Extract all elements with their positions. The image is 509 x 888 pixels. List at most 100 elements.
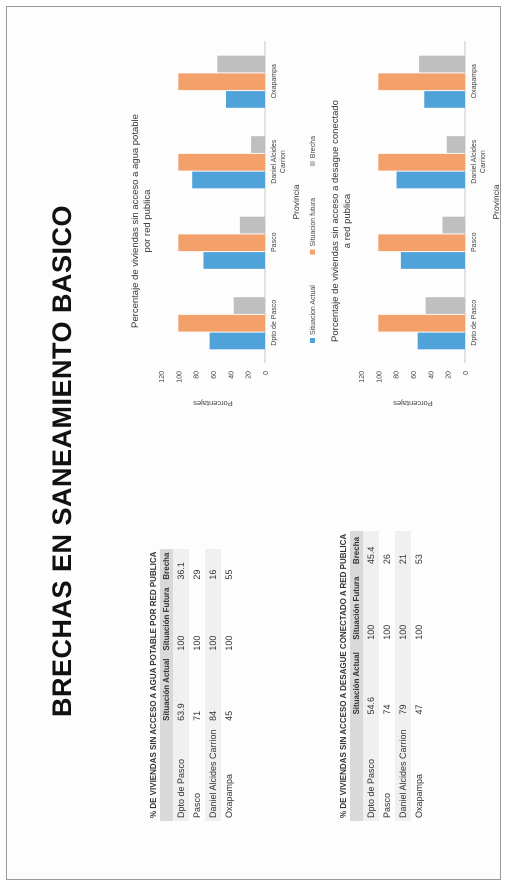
bar-brecha xyxy=(233,297,265,314)
y-tick-label: 0 xyxy=(263,371,270,375)
y-tick-label: 80 xyxy=(394,371,401,379)
bar-situacion-futura xyxy=(378,234,465,252)
bar-situacion-futura xyxy=(178,153,265,171)
table-cell: Daniel Alcides Carrion xyxy=(395,717,411,821)
table-cell: 100 xyxy=(414,624,424,640)
bar-situacion-actual xyxy=(203,252,265,269)
table-header: Situación Actual xyxy=(350,642,363,718)
sewer-access-chart: Porcentaje de viviendas sin acceso a des… xyxy=(327,31,509,411)
table-cell: 36.1 xyxy=(173,548,189,583)
category-label: Dpto de Pasco xyxy=(471,300,478,346)
y-tick-label: 100 xyxy=(176,371,183,383)
bar-situacion-futura xyxy=(378,314,465,332)
y-tick-label: 20 xyxy=(446,371,453,379)
category-label: Pasco xyxy=(271,232,278,252)
table-cell: 26 xyxy=(382,554,392,565)
table-cell: Dpto de Pasco xyxy=(173,723,189,821)
y-tick-label: 0 xyxy=(463,371,470,375)
table-cell: Oxapampa xyxy=(414,773,424,818)
table-cell: 63.9 xyxy=(173,653,189,724)
y-tick-label: 80 xyxy=(194,371,201,379)
sewer-access-chart-svg: Porcentaje de viviendas sin acceso a des… xyxy=(330,41,501,408)
table-cell: 79 xyxy=(395,642,411,718)
table-cell: 45 xyxy=(224,710,234,721)
legend-swatch xyxy=(310,338,315,343)
slide-title: BRECHAS EN SANEAMIENTO BASICO xyxy=(47,204,77,718)
table-cell: 100 xyxy=(192,635,202,651)
bar-situacion-actual xyxy=(192,171,265,189)
y-tick-label: 60 xyxy=(211,371,218,379)
y-tick-label: 20 xyxy=(246,371,253,379)
legend-swatch xyxy=(310,161,315,167)
category-label: Oxapampa xyxy=(471,64,478,98)
table-cell: 53 xyxy=(414,554,424,565)
bar-situacion-actual xyxy=(226,91,265,108)
bar-situacion-futura xyxy=(378,73,465,91)
water-access-table: % DE VIVIENDAS SIN ACCESO A AGUA POTABLE… xyxy=(147,548,237,821)
water-access-chart-svg: Percentaje de viviendas sin acceso a agu… xyxy=(130,41,317,408)
x-axis-label: Provincia xyxy=(491,184,501,219)
table-cell: 100 xyxy=(173,582,189,654)
bar-situacion-futura xyxy=(178,314,265,332)
table-cell: Pasco xyxy=(192,792,202,818)
category-label: Daniel Alcides xyxy=(471,139,478,183)
legend-swatch xyxy=(310,249,315,255)
chart-title-line: Percentaje de viviendas sin acceso a agu… xyxy=(130,114,141,328)
table-caption: % DE VIVIENDAS SIN ACCESO A AGUA POTABLE… xyxy=(149,551,158,818)
table-cell: 100 xyxy=(382,624,392,640)
x-axis-label: Provincia xyxy=(291,184,301,219)
bar-brecha xyxy=(217,55,266,73)
table-header: Brecha xyxy=(160,548,173,583)
chart-title-line: por red publica xyxy=(142,189,153,253)
table-header: Situación Actual xyxy=(160,653,173,724)
table-cell: 29 xyxy=(192,569,202,580)
bar-situacion-futura xyxy=(178,234,265,252)
bar-brecha xyxy=(446,136,466,153)
table-row: Pasco 71 100 29 xyxy=(189,549,205,821)
bar-brecha xyxy=(425,297,466,314)
table-cell: 45.4 xyxy=(363,530,379,568)
sewer-access-table: % DE VIVIENDAS SIN ACCESO A DESAGUE CONE… xyxy=(337,530,427,821)
water-access-chart: Percentaje de viviendas sin acceso a agu… xyxy=(127,31,327,411)
table-cell: Dpto de Pasco xyxy=(363,717,379,821)
table-header: Situación Futura xyxy=(350,567,363,643)
category-label: Pasco xyxy=(471,232,478,252)
table-cell: Oxapampa xyxy=(224,773,234,818)
table-row: Dpto de Pasco 63.9 100 36.1 xyxy=(173,548,189,821)
y-tick-label: 120 xyxy=(159,371,166,383)
table-row: Daniel Alcides Carrion 84 100 16 xyxy=(205,548,221,821)
y-tick-label: 100 xyxy=(376,371,383,383)
category-label: Oxapampa xyxy=(271,64,278,98)
table-cell: 16 xyxy=(205,548,221,583)
category-label: Carrion xyxy=(280,150,287,173)
table-cell: 21 xyxy=(395,530,411,568)
bar-brecha xyxy=(419,55,465,73)
table-cell: 100 xyxy=(205,582,221,654)
slide-frame: BRECHAS EN SANEAMIENTO BASICO % DE VIVIE… xyxy=(6,6,501,880)
table-cell: 100 xyxy=(224,635,234,651)
table-row: Oxapampa 47 100 53 xyxy=(411,531,427,821)
table-cell: Pasco xyxy=(382,792,392,818)
table-header xyxy=(160,723,173,821)
table-cell: Daniel Alcides Carrion xyxy=(205,723,221,821)
table-header: Situación Futura xyxy=(160,582,173,654)
legend-label: Brecha xyxy=(310,136,317,158)
table-cell: 54.6 xyxy=(363,642,379,718)
table-header: Brecha xyxy=(350,530,363,568)
y-axis-label: Porcentajes xyxy=(193,399,233,408)
table-cell: 100 xyxy=(363,567,379,643)
category-label: Daniel Alcides xyxy=(271,139,278,183)
bar-situacion-actual xyxy=(209,332,266,350)
table-cell: 55 xyxy=(224,569,234,580)
table-cell: 71 xyxy=(192,710,202,721)
table-cell: 74 xyxy=(382,704,392,715)
bar-brecha xyxy=(442,216,465,234)
table-row: Pasco 74 100 26 xyxy=(379,531,395,821)
table-row: Dpto de Pasco 54.6 100 45.4 xyxy=(363,530,379,821)
table-caption: % DE VIVIENDAS SIN ACCESO A DESAGUE CONE… xyxy=(339,533,348,818)
slide-canvas: BRECHAS EN SANEAMIENTO BASICO % DE VIVIE… xyxy=(7,7,502,881)
bar-brecha xyxy=(251,136,265,153)
bar-situacion-actual xyxy=(417,332,465,350)
bar-situacion-actual xyxy=(396,171,465,189)
legend-label: Situacion futura xyxy=(310,198,317,247)
